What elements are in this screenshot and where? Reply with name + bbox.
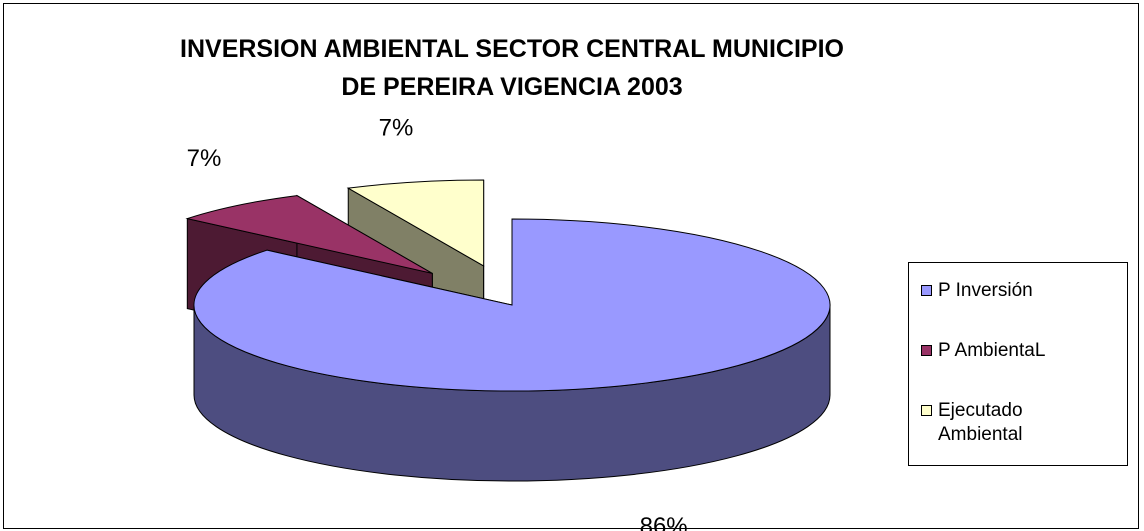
slice <box>346 179 485 267</box>
legend-item: P Inversión <box>921 279 1108 303</box>
data-label: 7% <box>379 115 414 142</box>
chart-title: INVERSION AMBIENTAL SECTOR CENTRAL MUNIC… <box>180 35 844 101</box>
legend: P Inversión P AmbientaL Ejecutado Ambienta… <box>908 262 1128 466</box>
legend-swatch <box>921 285 932 296</box>
slice <box>193 218 831 392</box>
legend-label: P Inversión <box>938 280 1033 301</box>
data-label: 86% <box>640 513 688 531</box>
slice <box>185 195 433 274</box>
legend-swatch <box>921 345 932 356</box>
legend-swatch <box>921 405 932 416</box>
data-label: 7% <box>187 145 222 172</box>
legend-label: P AmbientaL <box>938 340 1046 361</box>
chart-frame <box>3 3 1139 529</box>
legend-item: P AmbientaL <box>921 339 1108 363</box>
legend-label: Ejecutado Ambiental <box>938 400 1023 445</box>
legend-item: Ejecutado Ambiental <box>921 399 1108 447</box>
